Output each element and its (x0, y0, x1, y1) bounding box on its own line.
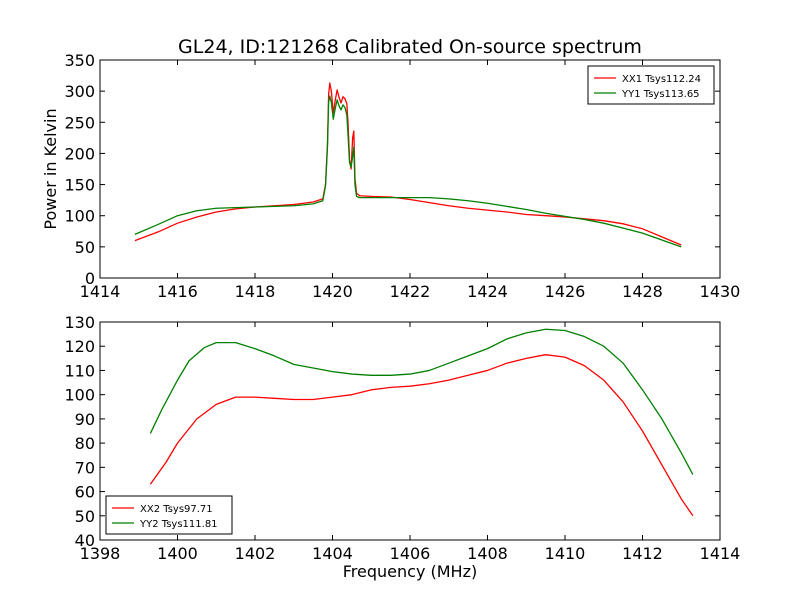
y-tick-label: 0 (85, 269, 95, 288)
legend-label: XX2 Tsys97.71 (140, 504, 213, 515)
x-tick-label: 1402 (235, 544, 276, 563)
x-tick-label: 1418 (235, 282, 276, 301)
legend-label: YY1 Tsys113.65 (621, 89, 700, 100)
x-tick-label: 1416 (157, 282, 198, 301)
x-tick-label: 1398 (80, 544, 121, 563)
x-tick-label: 1404 (312, 544, 353, 563)
legend-box (587, 65, 715, 105)
y-tick-label: 70 (75, 458, 95, 477)
bottom-panel: 1398 1400 1402 1404 1406 1408 1410 1412 1414 40 50… (64, 313, 740, 581)
x-tick-label: 1408 (467, 544, 508, 563)
x-tick-label: 1412 (622, 544, 663, 563)
series-line-bottom-2 (149, 328, 694, 475)
x-tick-label: 1410 (545, 544, 586, 563)
y-tick-label: 150 (64, 176, 95, 195)
y-tick-label: 90 (75, 410, 95, 429)
y-tick-label: 130 (64, 313, 95, 332)
x-tick-label: 1400 (157, 544, 198, 563)
y-tick-label: 350 (64, 51, 95, 70)
y-axis-label: Power in Kelvin (41, 108, 60, 229)
legend-label: XX1 Tsys112.24 (622, 74, 701, 85)
y-tick-label: 100 (64, 386, 95, 405)
y-tick-label: 100 (64, 207, 95, 226)
x-tick-label: 1406 (390, 544, 431, 563)
y-tick-label: 50 (75, 238, 95, 257)
x-tick-label: 1414 (700, 544, 741, 563)
y-tick-label: 110 (64, 361, 95, 380)
x-tick-label: 1424 (467, 282, 508, 301)
y-tick-label: 120 (64, 337, 95, 356)
x-tick-label: 1426 (545, 282, 586, 301)
y-tick-label: 40 (75, 531, 95, 550)
x-tick-label: 1420 (312, 282, 353, 301)
y-tick-label: 50 (75, 507, 95, 526)
series-line-bottom-1 (149, 354, 694, 517)
y-tick-label: 250 (64, 113, 95, 132)
x-axis-label: Frequency (MHz) (343, 562, 477, 581)
x-tick-label: 1414 (80, 282, 121, 301)
legend-box (105, 495, 233, 535)
y-tick-label: 80 (75, 434, 95, 453)
legend-bottom: XX2 Tsys97.71 YY2 Tsys111.81 (105, 495, 233, 535)
y-tick-label: 200 (64, 144, 95, 163)
x-tick-label: 1430 (700, 282, 741, 301)
series-line-top-1 (134, 82, 682, 246)
y-tick-label: 60 (75, 483, 95, 502)
chart-title: GL24, ID:121268 Calibrated On-source spe… (178, 36, 642, 58)
x-tick-label: 1428 (622, 282, 663, 301)
legend-label: YY2 Tsys111.81 (139, 519, 218, 530)
top-panel: 1414 1416 1418 1420 1422 1424 1426 1428 1430 0 50 1… (41, 51, 740, 301)
x-tick-label: 1422 (390, 282, 431, 301)
legend-top: XX1 Tsys112.24 YY1 Tsys113.65 (587, 65, 715, 105)
y-tick-label: 300 (64, 82, 95, 101)
series-line-top-2 (134, 95, 682, 248)
